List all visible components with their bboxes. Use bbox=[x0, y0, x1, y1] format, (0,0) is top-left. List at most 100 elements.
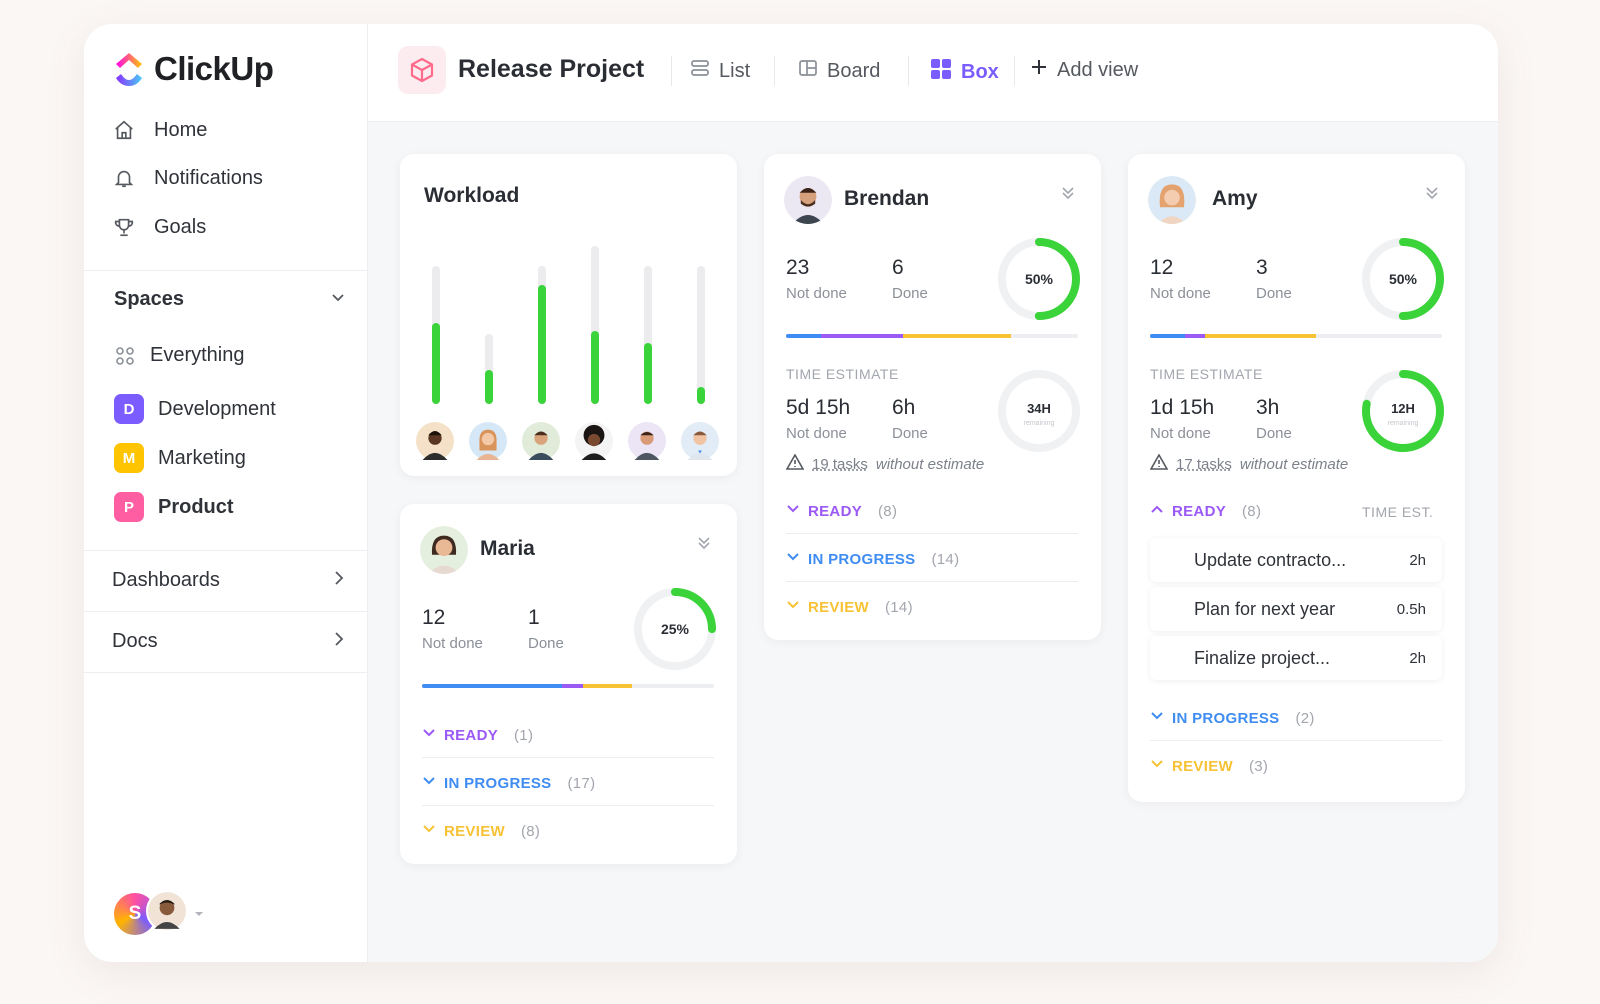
app-window: ClickUp Home Notifications Goals Spaces bbox=[84, 24, 1498, 962]
space-badge: M bbox=[114, 443, 144, 473]
collapse-icon[interactable] bbox=[1423, 184, 1441, 202]
nav-home[interactable]: Home bbox=[112, 118, 207, 142]
view-tab-board[interactable]: Board bbox=[798, 58, 880, 84]
status-ready[interactable]: READY (8) bbox=[786, 502, 897, 520]
workload-bar[interactable] bbox=[432, 323, 440, 404]
task-name: Plan for next year bbox=[1194, 598, 1336, 619]
docs-link[interactable]: Docs bbox=[112, 630, 346, 653]
chevron-down-icon bbox=[422, 774, 436, 792]
member-avatar[interactable] bbox=[416, 422, 454, 460]
chevron-up-icon bbox=[1150, 502, 1164, 520]
amy-name: Amy bbox=[1212, 187, 1258, 210]
missing-estimate-warning[interactable]: 19 tasks without estimate bbox=[785, 453, 985, 474]
member-avatar[interactable] bbox=[575, 422, 613, 460]
status-count: (8) bbox=[520, 822, 541, 840]
clickup-logo[interactable]: ClickUp bbox=[112, 50, 274, 88]
sidebar-divider bbox=[84, 550, 368, 551]
collapse-icon[interactable] bbox=[695, 534, 713, 552]
status-count: (17) bbox=[567, 774, 596, 792]
maria-not-done-label: Not done bbox=[422, 635, 483, 652]
task-row[interactable]: Update contracto... 2h bbox=[1150, 538, 1442, 582]
time-done: 6h bbox=[892, 396, 916, 419]
status-review[interactable]: REVIEW (3) bbox=[1150, 757, 1268, 775]
status-ready[interactable]: READY (1) bbox=[422, 726, 533, 744]
status-in-progress[interactable]: IN PROGRESS (17) bbox=[422, 774, 595, 792]
chevron-down-icon bbox=[786, 502, 800, 520]
workload-bar[interactable] bbox=[538, 285, 546, 404]
status-in-progress[interactable]: IN PROGRESS (2) bbox=[1150, 709, 1315, 727]
status-count: (8) bbox=[878, 502, 898, 520]
amy-time-ring: 12H remaining bbox=[1362, 370, 1444, 452]
workload-bar[interactable] bbox=[697, 387, 705, 404]
space-label: Marketing bbox=[158, 446, 246, 469]
view-tab-box[interactable]: Box bbox=[930, 58, 999, 86]
amy-not-done-label: Not done bbox=[1150, 285, 1211, 302]
header-separator bbox=[908, 56, 909, 86]
brendan-name: Brendan bbox=[844, 187, 930, 210]
amy-completion-ring: 50% bbox=[1362, 238, 1444, 320]
brendan-card: Brendan 23 Not done 6 Done 50% TIME ESTI… bbox=[764, 154, 1101, 640]
warning-text: without estimate bbox=[875, 455, 985, 473]
collapse-icon[interactable] bbox=[1059, 184, 1077, 202]
task-row[interactable]: Finalize project... 2h bbox=[1150, 636, 1442, 680]
brendan-time-ring: 34H remaining bbox=[998, 370, 1080, 452]
space-everything[interactable]: Everything bbox=[114, 344, 245, 367]
member-avatar[interactable] bbox=[628, 422, 666, 460]
status-review[interactable]: REVIEW (8) bbox=[422, 822, 540, 840]
time-not-done-label: Not done bbox=[786, 425, 847, 442]
workload-bar[interactable] bbox=[591, 331, 599, 404]
header-separator bbox=[774, 56, 775, 86]
chevron-right-icon bbox=[332, 569, 346, 592]
space-marketing[interactable]: M Marketing bbox=[114, 443, 246, 473]
member-avatar[interactable] bbox=[681, 422, 719, 460]
status-label: REVIEW bbox=[1172, 757, 1233, 775]
space-development[interactable]: D Development bbox=[114, 394, 276, 424]
logo-text: ClickUp bbox=[154, 50, 274, 87]
ring-label: 12H bbox=[1391, 401, 1415, 416]
ring-progress-arc bbox=[634, 588, 716, 670]
workload-card: Workload bbox=[400, 154, 737, 476]
dashboards-label: Dashboards bbox=[112, 569, 220, 591]
task-row[interactable]: Plan for next year 0.5h bbox=[1150, 587, 1442, 631]
header-separator bbox=[671, 56, 672, 86]
teammate-avatar bbox=[146, 890, 188, 937]
workload-bar[interactable] bbox=[485, 370, 493, 404]
box-view-canvas: Workload Maria 12 Not done 1 Done 25% bbox=[368, 122, 1498, 962]
add-view-button[interactable]: Add view bbox=[1030, 58, 1138, 82]
workload-bar[interactable] bbox=[644, 343, 652, 404]
view-tab-list[interactable]: List bbox=[690, 58, 750, 84]
board-icon bbox=[798, 58, 818, 84]
chevron-down-icon bbox=[1150, 757, 1164, 775]
status-ready-expanded[interactable]: READY (8) bbox=[1150, 502, 1261, 520]
nav-notifications[interactable]: Notifications bbox=[112, 166, 263, 190]
status-review[interactable]: REVIEW (14) bbox=[786, 598, 913, 616]
status-divider bbox=[786, 581, 1078, 582]
nav-notifications-label: Notifications bbox=[154, 166, 263, 189]
status-label: REVIEW bbox=[444, 822, 505, 840]
warning-text: without estimate bbox=[1239, 455, 1349, 473]
home-icon bbox=[112, 118, 136, 142]
dashboards-link[interactable]: Dashboards bbox=[112, 569, 346, 592]
header-separator bbox=[1014, 56, 1015, 86]
warning-icon bbox=[785, 453, 805, 474]
amy-done-count: 3 bbox=[1256, 256, 1268, 279]
nav-goals[interactable]: Goals bbox=[112, 215, 206, 239]
workload-bar-track bbox=[591, 246, 599, 404]
status-divider bbox=[786, 533, 1078, 534]
ring-progress-arc bbox=[998, 238, 1080, 320]
workload-bar-track bbox=[644, 266, 652, 404]
member-avatar[interactable] bbox=[469, 422, 507, 460]
sidebar-divider bbox=[84, 611, 368, 612]
space-product[interactable]: P Product bbox=[114, 492, 234, 522]
time-done-label: Done bbox=[1256, 425, 1292, 442]
space-badge: D bbox=[114, 394, 144, 424]
nav-home-label: Home bbox=[154, 118, 208, 141]
status-in-progress[interactable]: IN PROGRESS (14) bbox=[786, 550, 959, 568]
spaces-header[interactable]: Spaces bbox=[114, 288, 346, 311]
user-menu[interactable]: S bbox=[112, 890, 204, 937]
amy-progress-bar bbox=[1150, 334, 1442, 338]
missing-estimate-warning[interactable]: 17 tasks without estimate bbox=[1149, 453, 1349, 474]
status-count: (1) bbox=[514, 726, 534, 744]
brendan-completion-ring: 50% bbox=[998, 238, 1080, 320]
member-avatar[interactable] bbox=[522, 422, 560, 460]
